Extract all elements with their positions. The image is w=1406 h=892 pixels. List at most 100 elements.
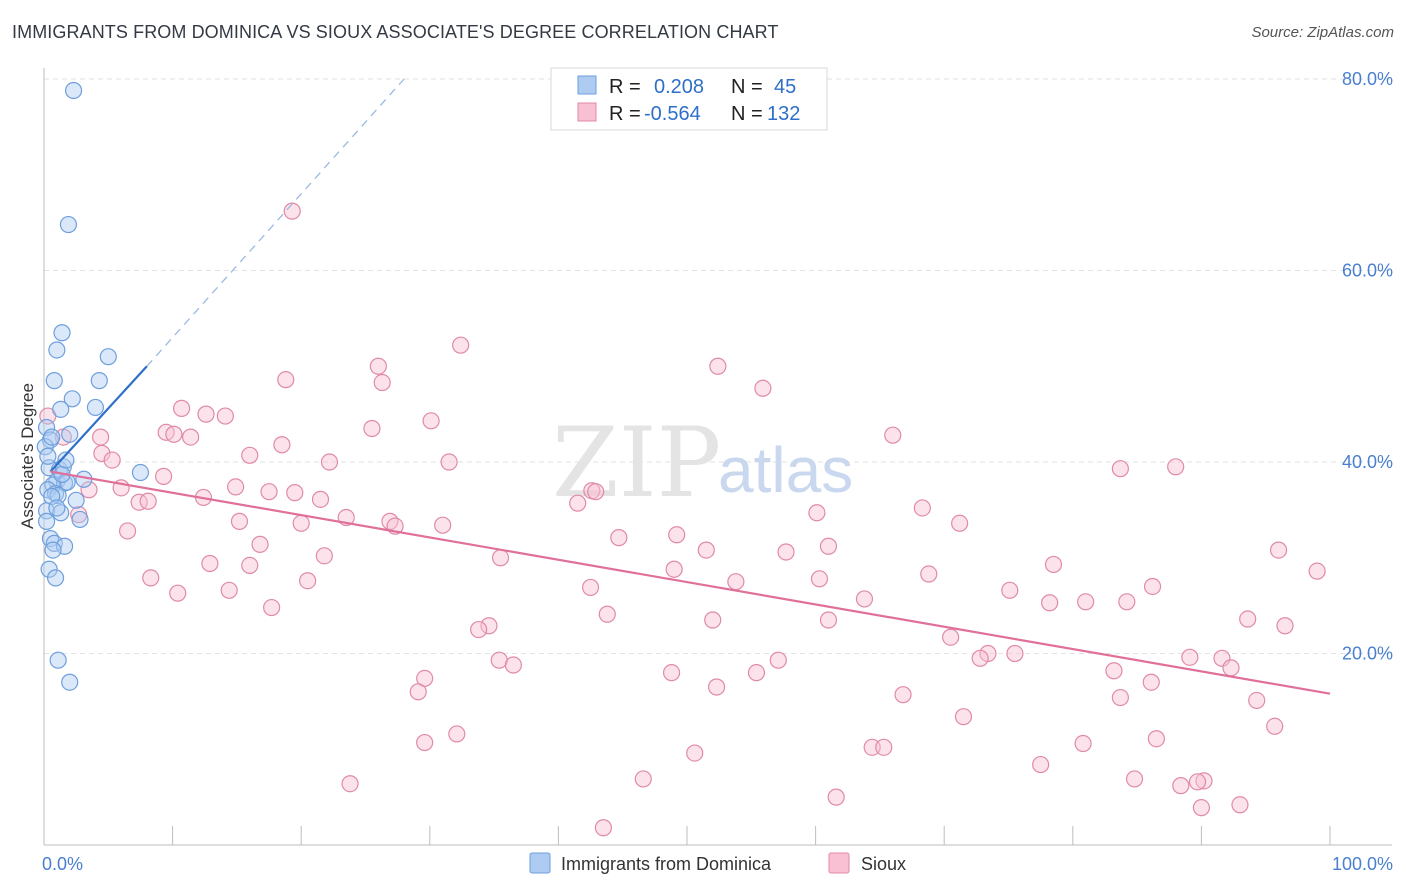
point-sioux-75 [1077,593,1095,611]
point-sioux-101 [1142,673,1160,691]
point-sioux-85 [480,617,498,635]
legend-swatch-sioux [828,852,850,874]
watermark: ZIP atlas [552,407,853,519]
point-sioux-83 [1239,610,1257,628]
point-sioux-18 [884,426,902,444]
point-sioux-63 [920,565,938,583]
point-dominica-0 [64,81,83,100]
point-sioux-123 [1231,796,1249,814]
point-sioux-37 [569,494,587,512]
trend-lines [49,78,1331,695]
point-sioux-54 [697,541,715,559]
point-dominica-1 [59,215,78,234]
point-sioux-39 [139,492,157,510]
point-sioux-49 [951,514,969,532]
point-sioux-16 [165,425,183,443]
point-sioux-51 [668,526,686,544]
point-dominica-28 [71,510,89,529]
x-tick-label-max: 100.0% [1332,854,1393,874]
point-sioux-3 [283,202,301,220]
point-sioux-30 [227,478,245,496]
point-sioux-105 [1111,688,1129,707]
point-sioux-58 [491,549,510,567]
point-sioux-69 [810,570,829,588]
point-sioux-53 [251,535,269,553]
point-sioux-73 [220,581,238,599]
legend-label-sioux: Sioux [861,854,906,874]
point-sioux-92 [971,649,989,667]
legend-swatch-dominica [529,852,551,874]
point-sioux-99 [747,664,766,682]
stats-n-label-dominica: N = [731,76,763,98]
point-sioux-52 [610,529,628,547]
point-dominica-5 [45,372,63,390]
point-dominica-33 [46,569,65,587]
point-sioux-102 [707,678,726,696]
point-sioux-86 [470,620,488,639]
point-sioux-117 [634,770,652,788]
point-sioux-21 [241,446,259,464]
point-sioux-71 [1143,577,1162,596]
point-sioux-32 [286,484,304,502]
point-sioux-6 [709,357,727,375]
point-sioux-45 [230,512,249,530]
point-sioux-95 [504,656,522,674]
point-dominica-8 [86,398,105,417]
y-tick-labels: 20.0% 40.0% 60.0% 80.0% [1342,69,1393,664]
point-sioux-61 [241,556,259,575]
watermark-zip: ZIP [552,407,721,519]
point-sioux-78 [855,590,874,608]
point-sioux-27 [154,467,173,485]
point-sioux-13 [422,412,440,430]
point-sioux-4 [452,336,470,354]
point-sioux-31 [260,483,278,501]
point-sioux-20 [93,444,111,462]
legend-label-dominica: Immigrants from Dominica [561,854,772,874]
point-sioux-81 [704,611,722,629]
point-sioux-56 [819,537,838,555]
point-sioux-120 [1188,773,1207,791]
point-sioux-60 [201,554,219,573]
point-sioux-110 [416,733,434,752]
point-sioux-59 [315,547,333,565]
x-tick-labels: 0.0% 100.0% [42,854,1393,874]
point-sioux-98 [662,664,681,682]
point-sioux-46 [292,514,310,532]
point-sioux-62 [665,560,683,578]
y-tick-label-60: 60.0% [1342,261,1393,281]
chart-title: IMMIGRANTS FROM DOMINICA VS SIOUX ASSOCI… [12,22,779,42]
point-sioux-5 [369,357,387,375]
point-dominica-41 [37,512,56,530]
point-sioux-23 [320,453,339,471]
point-sioux-126 [1172,777,1190,795]
point-sioux-72 [169,584,187,602]
y-tick-label-20: 20.0% [1342,644,1393,664]
point-sioux-12 [216,407,234,425]
point-dominica-35 [61,673,79,691]
point-sioux-10 [173,399,191,417]
point-sioux-28 [80,481,98,499]
point-sioux-80 [598,605,616,623]
stats-r-label-dominica: R = [609,76,641,98]
point-dominica-3 [48,341,66,359]
point-sioux-90 [1181,648,1199,666]
point-sioux-84 [1276,617,1294,635]
point-dominica-2 [53,324,71,342]
point-sioux-48 [434,516,452,534]
point-dominica-11 [61,425,79,443]
point-sioux-111 [1074,734,1092,753]
axes [43,68,1392,846]
point-dominica-36 [39,447,57,465]
data-points [36,81,1326,837]
point-sioux-2 [91,428,110,446]
point-sioux-25 [1111,460,1129,478]
stats-swatch-sioux [577,102,597,122]
point-dominica-38 [43,428,61,446]
point-dominica-7 [63,390,81,408]
stats-swatch-dominica [577,75,597,95]
series-legend: Immigrants from Dominica Sioux [529,852,906,874]
point-sioux-115 [686,744,704,762]
point-sioux-34 [587,483,605,501]
point-sioux-8 [277,371,295,389]
